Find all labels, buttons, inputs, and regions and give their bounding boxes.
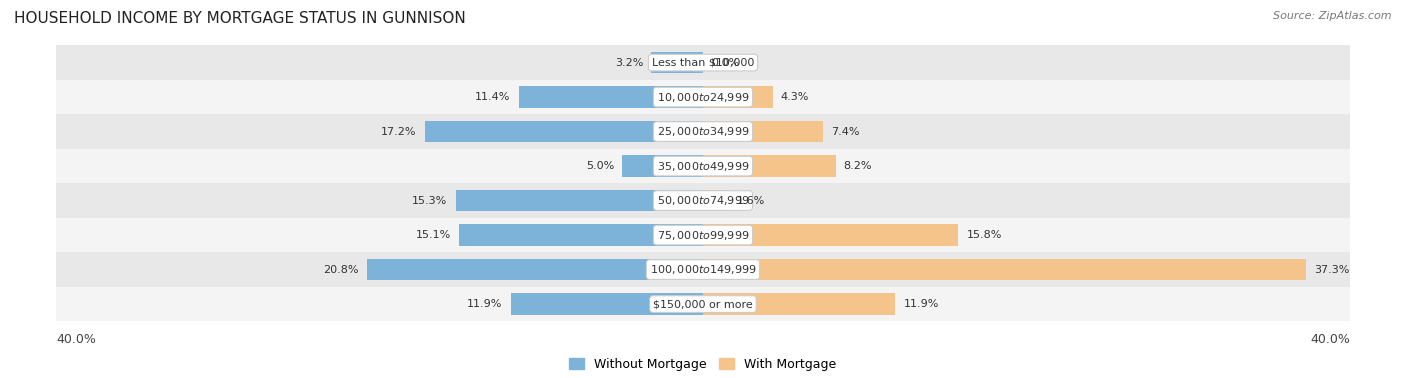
Bar [510, 293, 703, 315]
Bar [703, 225, 959, 246]
Text: 17.2%: 17.2% [381, 127, 416, 136]
Text: 37.3%: 37.3% [1315, 265, 1350, 274]
Text: 15.3%: 15.3% [412, 195, 447, 206]
Text: 40.0%: 40.0% [56, 333, 96, 346]
Bar [519, 87, 703, 108]
Text: HOUSEHOLD INCOME BY MORTGAGE STATUS IN GUNNISON: HOUSEHOLD INCOME BY MORTGAGE STATUS IN G… [14, 11, 465, 26]
Bar [56, 287, 1350, 321]
Bar [456, 190, 703, 211]
Text: $10,000 to $24,999: $10,000 to $24,999 [657, 91, 749, 104]
Text: 15.8%: 15.8% [966, 230, 1002, 240]
Bar [56, 114, 1350, 149]
Bar [703, 259, 1306, 280]
Text: Source: ZipAtlas.com: Source: ZipAtlas.com [1274, 11, 1392, 21]
Bar [367, 259, 703, 280]
Text: 15.1%: 15.1% [416, 230, 451, 240]
Bar [651, 52, 703, 73]
Text: 11.9%: 11.9% [467, 299, 502, 309]
Text: $75,000 to $99,999: $75,000 to $99,999 [657, 229, 749, 242]
Text: 40.0%: 40.0% [1310, 333, 1350, 346]
Text: $35,000 to $49,999: $35,000 to $49,999 [657, 160, 749, 173]
Bar [703, 190, 728, 211]
Bar [56, 253, 1350, 287]
Bar [621, 155, 703, 177]
Text: 3.2%: 3.2% [614, 57, 643, 68]
Bar [703, 155, 835, 177]
Bar [703, 121, 823, 142]
Text: $150,000 or more: $150,000 or more [654, 299, 752, 309]
Text: Less than $10,000: Less than $10,000 [652, 57, 754, 68]
Bar [703, 293, 896, 315]
Bar [458, 225, 703, 246]
Text: 20.8%: 20.8% [323, 265, 359, 274]
Text: 0.0%: 0.0% [711, 57, 740, 68]
Bar [56, 45, 1350, 80]
Legend: Without Mortgage, With Mortgage: Without Mortgage, With Mortgage [564, 353, 842, 376]
Bar [425, 121, 703, 142]
Text: 1.6%: 1.6% [737, 195, 765, 206]
Bar [56, 149, 1350, 183]
Text: 5.0%: 5.0% [586, 161, 614, 171]
Text: 8.2%: 8.2% [844, 161, 872, 171]
Text: 11.4%: 11.4% [475, 92, 510, 102]
Text: $50,000 to $74,999: $50,000 to $74,999 [657, 194, 749, 207]
Bar [56, 218, 1350, 253]
Text: $100,000 to $149,999: $100,000 to $149,999 [650, 263, 756, 276]
Bar [56, 183, 1350, 218]
Text: 4.3%: 4.3% [780, 92, 808, 102]
Bar [703, 87, 772, 108]
Text: 11.9%: 11.9% [904, 299, 939, 309]
Text: 7.4%: 7.4% [831, 127, 859, 136]
Text: $25,000 to $34,999: $25,000 to $34,999 [657, 125, 749, 138]
Bar [56, 80, 1350, 114]
